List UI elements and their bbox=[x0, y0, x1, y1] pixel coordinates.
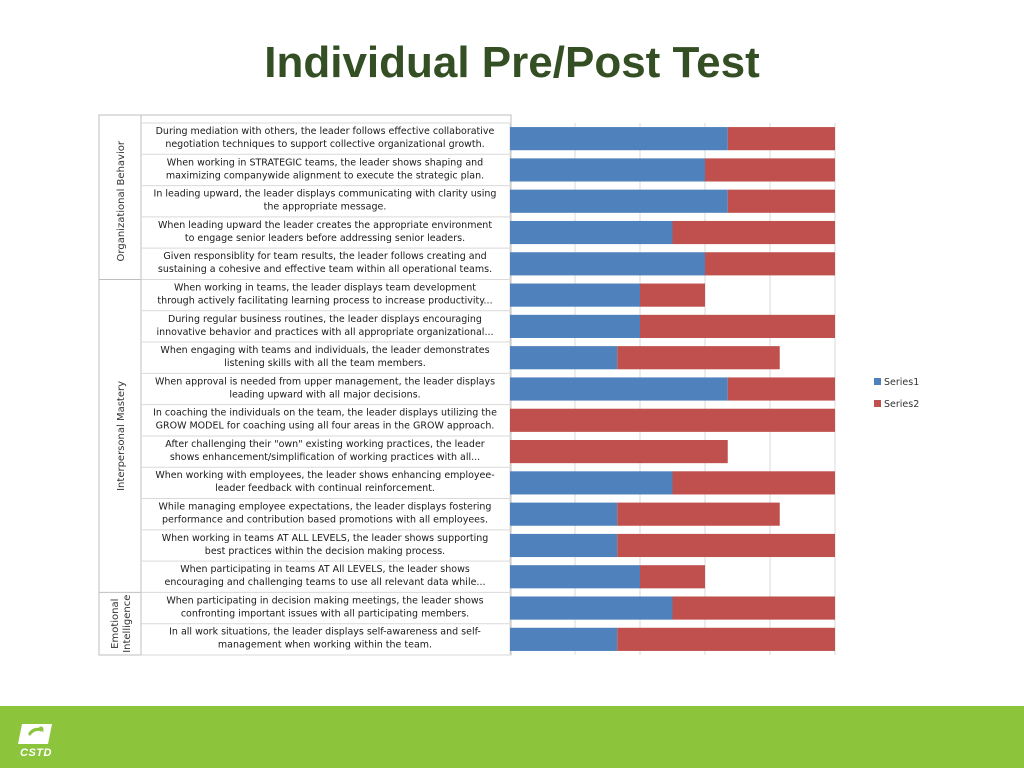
category-label-1-line-1: During mediation with others, the leader… bbox=[156, 126, 495, 137]
category-label-11-line-1: After challenging their "own" existing w… bbox=[165, 439, 485, 450]
cstd-logo: CSTD bbox=[14, 720, 58, 760]
category-label-2-line-2: maximizing companywide alignment to exec… bbox=[166, 170, 484, 181]
bar-1-row-5 bbox=[510, 252, 705, 276]
group-label-2: Interpersonal Mastery bbox=[116, 381, 127, 491]
bar-1-row-12 bbox=[510, 471, 673, 495]
category-label-11-line-2: shows enhancement/simplification of work… bbox=[170, 452, 480, 463]
category-label-3-line-1: In leading upward, the leader displays c… bbox=[154, 189, 497, 200]
category-label-5-line-2: sustaining a cohesive and effective team… bbox=[158, 264, 492, 275]
slide-title: Individual Pre/Post Test bbox=[264, 38, 760, 87]
category-label-4-line-2: to engage senior leaders before addressi… bbox=[185, 233, 465, 244]
category-label-14-line-1: When working in teams AT ALL LEVELS, the… bbox=[162, 533, 489, 544]
legend-swatch-1 bbox=[874, 378, 881, 385]
bar-2-row-14 bbox=[617, 533, 835, 558]
group-label-3: Emotional bbox=[110, 599, 121, 649]
bar-1-row-2 bbox=[510, 158, 705, 182]
group-label-1: Organizational Behavior bbox=[116, 140, 127, 261]
bar-1-row-3 bbox=[510, 189, 728, 213]
bar-1-row-17 bbox=[510, 627, 618, 651]
bar-chart: During mediation with others, the leader… bbox=[98, 114, 919, 656]
bar-1-row-9 bbox=[510, 377, 728, 401]
bar-2-row-5 bbox=[705, 252, 835, 276]
bar-2-row-13 bbox=[617, 502, 780, 526]
category-label-14-line-2: best practices within the decision makin… bbox=[205, 546, 445, 557]
category-label-5-line-1: Given responsiblity for team results, th… bbox=[163, 251, 486, 262]
bar-2-row-1 bbox=[727, 127, 835, 151]
category-label-8-line-1: When engaging with teams and individuals… bbox=[160, 345, 489, 356]
category-label-6-line-2: through actively facilitating learning p… bbox=[157, 295, 492, 306]
category-label-17-line-1: In all work situations, the leader displ… bbox=[169, 627, 481, 638]
bar-1-row-14 bbox=[510, 533, 618, 558]
category-label-6-line-1: When working in teams, the leader displa… bbox=[174, 282, 476, 293]
bar-2-row-10 bbox=[510, 408, 835, 432]
bar-2-row-16 bbox=[672, 596, 835, 620]
category-label-7-line-1: During regular business routines, the le… bbox=[168, 314, 482, 325]
bar-1-row-16 bbox=[510, 596, 673, 620]
bar-2-row-17 bbox=[617, 627, 835, 651]
bar-2-row-6 bbox=[640, 283, 705, 307]
bar-1-row-6 bbox=[510, 283, 640, 307]
category-label-9-line-1: When approval is needed from upper manag… bbox=[155, 376, 495, 387]
category-label-2-line-1: When working in STRATEGIC teams, the lea… bbox=[167, 157, 483, 168]
category-label-13-line-2: performance and contribution based promo… bbox=[162, 515, 488, 526]
bar-2-row-7 bbox=[640, 314, 835, 338]
bar-1-row-15 bbox=[510, 565, 640, 589]
category-label-8-line-2: listening skills with all the team membe… bbox=[224, 358, 426, 369]
category-label-1-line-2: negotiation techniques to support collec… bbox=[165, 139, 484, 150]
category-label-16-line-1: When participating in decision making me… bbox=[166, 595, 483, 606]
bar-2-row-9 bbox=[727, 377, 835, 401]
bar-2-row-2 bbox=[705, 158, 835, 182]
category-label-7-line-2: innovative behavior and practices with a… bbox=[156, 327, 493, 338]
category-label-17-line-2: management when working within the team. bbox=[218, 640, 432, 651]
bar-2-row-8 bbox=[617, 346, 780, 370]
category-label-15-line-2: encouraging and challenging teams to use… bbox=[165, 577, 486, 588]
bar-1-row-7 bbox=[510, 314, 640, 338]
bar-2-row-3 bbox=[727, 189, 835, 213]
bar-1-row-13 bbox=[510, 502, 618, 526]
category-label-12-line-2: leader feedback with continual reinforce… bbox=[215, 483, 435, 494]
category-label-10-line-1: In coaching the individuals on the team,… bbox=[153, 408, 497, 419]
bar-1-row-1 bbox=[510, 127, 728, 151]
category-label-10-line-2: GROW MODEL for coaching using all four a… bbox=[156, 421, 495, 432]
bar-2-row-11 bbox=[510, 440, 728, 464]
group-label-3: Intelligence bbox=[122, 595, 133, 653]
category-label-16-line-2: confronting important issues with all pa… bbox=[181, 608, 469, 619]
category-label-9-line-2: leading upward with all major decisions. bbox=[229, 389, 420, 400]
bar-1-row-8 bbox=[510, 346, 618, 370]
cstd-logo-icon bbox=[18, 724, 52, 744]
category-label-12-line-1: When working with employees, the leader … bbox=[155, 470, 494, 481]
category-label-4-line-1: When leading upward the leader creates t… bbox=[158, 220, 492, 231]
bar-2-row-12 bbox=[672, 471, 835, 495]
bar-2-row-4 bbox=[672, 220, 835, 245]
legend-label-1: Series1 bbox=[884, 377, 919, 388]
category-label-15-line-1: When participating in teams AT All LEVEL… bbox=[180, 564, 470, 575]
logo-text: CSTD bbox=[20, 747, 52, 759]
bar-1-row-4 bbox=[510, 220, 673, 245]
legend-label-2: Series2 bbox=[884, 399, 919, 410]
category-label-13-line-1: While managing employee expectations, th… bbox=[159, 502, 492, 513]
bar-2-row-15 bbox=[640, 565, 705, 589]
footer-bar: CSTD bbox=[0, 706, 1024, 768]
legend-swatch-2 bbox=[874, 400, 881, 407]
category-label-3-line-2: the appropriate message. bbox=[264, 202, 387, 213]
